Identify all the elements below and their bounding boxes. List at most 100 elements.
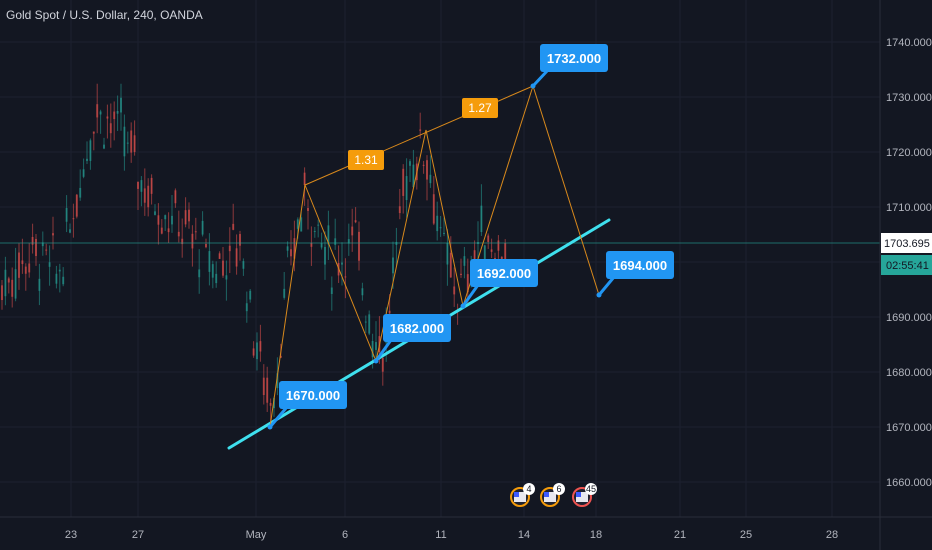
candle-body [252,348,255,356]
candle-body [449,252,452,278]
ratio-box [462,98,498,118]
candle-body [62,276,65,285]
candle-body [201,220,204,235]
event-count-label: 4 [526,484,531,494]
price-tick-label: 1690.000 [886,312,932,324]
flag-canton [576,492,581,497]
candle-body [48,262,51,267]
candle-body [347,239,350,244]
time-axis[interactable]: 23 27 May 6 11 14 18 21 25 28 [65,529,838,541]
candle-body [106,116,109,119]
price-callout-label: 1692.000 [477,266,531,281]
candle-body [341,262,343,265]
candle-body [249,290,252,300]
price-tick-label: 1680.000 [886,367,932,379]
candle-body [205,243,207,248]
price-callout-box [470,259,538,287]
candle-body [79,187,82,198]
candle-body [419,129,422,131]
us-flag-icon [544,492,556,502]
candle-body [351,226,354,236]
candle-body [140,180,143,192]
callout-anchor-dot [596,292,602,298]
candle-body [28,263,31,273]
candle-body [245,303,248,312]
candle-body [320,243,323,248]
candle-body [86,158,88,161]
us-flag-icon [576,492,588,502]
candle-body [388,310,391,314]
callout-pointer [461,284,480,307]
candle-body [11,279,14,297]
candle-body [307,208,309,211]
time-tick-label: 21 [674,529,686,541]
symbol-title: Gold Spot / U.S. Dollar, 240, OANDA [6,8,203,22]
candle-body [147,185,150,208]
candle-body [412,164,415,188]
candle-body [466,274,469,293]
candle-body [171,215,173,225]
current-price-tag [881,233,932,253]
time-tick-label: 28 [826,529,838,541]
countdown-value: 02:55:41 [886,260,929,272]
candle-body [262,377,265,396]
candle-body [286,246,289,251]
callout-anchor-dot [373,358,379,364]
time-tick-label: 27 [132,529,144,541]
candle-body [41,242,44,247]
candle-body [279,355,282,358]
candle-body [225,275,228,280]
price-axis[interactable]: 1660.0001670.0001680.0001690.0001700.000… [881,37,932,489]
candles [1,83,507,422]
candle-body [429,174,432,184]
callout-anchor-dot [530,83,536,89]
candle-body [123,126,126,157]
candle-body [504,242,507,261]
candle-body [239,234,241,246]
time-tick-label: 11 [435,529,446,541]
candle-body [324,246,326,265]
candle-body [99,111,102,115]
candle-body [45,249,48,251]
candle-body [188,209,190,222]
drawings[interactable]: 1.31 1.27 1670.000 1682.000 1692.000 1732.000… [227,44,674,450]
economic-events[interactable]: 4 6 45 [510,483,597,507]
candle-body [24,266,27,274]
candle-body [371,340,374,358]
candle-body [184,210,187,225]
time-tick-label: 6 [342,529,348,541]
candle-body [273,398,275,409]
candle-body [232,223,235,230]
candle-body [259,341,262,352]
candle-body [89,140,92,161]
candle-body [300,217,303,232]
flag-canton [544,492,549,497]
candle-body [69,229,71,233]
candle-body [436,215,439,232]
candle-body [55,273,58,284]
candle-body [130,130,133,153]
candle-body [317,224,320,226]
time-tick-label: May [246,529,267,541]
event-count-badge [553,483,565,495]
candle-body [194,231,197,233]
candle-body [31,236,34,245]
event-count-label: 45 [586,484,596,494]
candle-body [218,253,221,259]
candle-body [137,181,139,189]
candle-body [354,220,357,223]
flag-canton [514,492,519,497]
price-callout-box [606,251,674,279]
candle-body [283,288,286,298]
price-tick-label: 1730.000 [886,92,932,104]
candle-body [92,131,95,134]
candle-body [313,230,316,232]
candle-body [266,377,269,403]
candle-body [113,111,116,120]
candle-body [215,273,218,284]
candle-body [164,215,167,220]
candle-body [157,215,160,225]
candle-body [75,194,78,217]
